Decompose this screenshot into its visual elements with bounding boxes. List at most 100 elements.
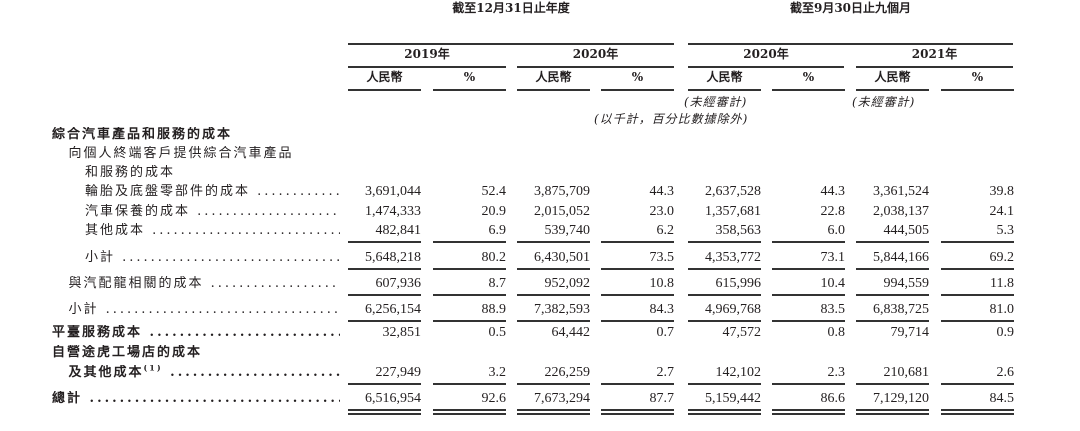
rule: [688, 89, 761, 91]
subtotal-rule: [941, 320, 1014, 322]
amount-cell: 142,102: [715, 365, 762, 380]
leader-dots: ........................................…: [149, 325, 340, 340]
subtotal-rule: [517, 320, 590, 322]
rule: [688, 66, 844, 68]
rmb-column-header: 人民幣: [366, 70, 403, 84]
amount-cell: 607,936: [375, 276, 422, 291]
subtotal-rule: [433, 268, 506, 270]
pct-cell: 0.8: [827, 325, 846, 340]
amount-cell: 615,996: [715, 276, 762, 291]
subtotal-rule: [433, 383, 506, 385]
subtotal-rule: [941, 241, 1014, 243]
amount-cell: 3,361,524: [873, 184, 929, 199]
year-header-2020: 2020年: [572, 47, 619, 61]
rmb-column-header: 人民幣: [535, 70, 572, 84]
pct-cell: 6.0: [827, 223, 846, 238]
subtotal-rule: [688, 383, 761, 385]
pct-column-header: %: [971, 70, 984, 84]
total-double-rule: [601, 409, 674, 411]
amount-cell: 6,838,725: [873, 302, 929, 317]
rule: [688, 43, 1013, 45]
row-label-text: 向個人終端客戶提供綜合汽車產品: [68, 146, 294, 161]
rule: [941, 89, 1014, 91]
subtotal-rule: [348, 268, 421, 270]
pct-cell: 81.0: [989, 302, 1015, 317]
row-label-text: 汽車保養的成本: [85, 204, 191, 219]
year-header-2019: 2019年: [404, 47, 450, 61]
pct-cell: 2.3: [827, 365, 846, 380]
total-double-rule: [348, 413, 421, 415]
amount-cell: 64,442: [551, 325, 591, 340]
total-double-rule: [601, 413, 674, 415]
pct-cell: 11.8: [990, 276, 1014, 291]
amount-cell: 6,256,154: [365, 302, 421, 317]
row-label: 小計 .....................................…: [0, 250, 340, 266]
pct-cell: 44.3: [820, 184, 846, 199]
subtotal-rule: [772, 241, 845, 243]
pct-cell: 44.3: [649, 184, 675, 199]
subtotal-rule: [517, 294, 590, 296]
pct-column-header: %: [463, 70, 476, 84]
subtotal-rule: [601, 268, 674, 270]
subtotal-rule: [601, 241, 674, 243]
leader-dots: ........................................…: [152, 223, 340, 238]
row-label: 汽車保養的成本 ................................…: [0, 204, 340, 220]
amount-cell: 79,714: [890, 325, 930, 340]
pct-cell: 8.7: [488, 276, 507, 291]
unaudited-note: (未經審計): [684, 95, 748, 109]
subtotal-rule: [348, 383, 421, 385]
pct-cell: 84.5: [989, 391, 1015, 406]
total-double-rule: [941, 413, 1014, 415]
rule: [856, 66, 1013, 68]
amount-cell: 482,841: [375, 223, 422, 238]
leader-dots: ........................................…: [170, 365, 340, 380]
rmb-column-header: 人民幣: [706, 70, 743, 84]
group-header-fiscal-year: 截至12月31日止年度: [452, 1, 570, 15]
amount-cell: 7,129,120: [873, 391, 929, 406]
pct-cell: 2.6: [996, 365, 1015, 380]
pct-cell: 52.4: [481, 184, 507, 199]
amount-cell: 32,851: [382, 325, 422, 340]
total-double-rule: [688, 413, 761, 415]
pct-cell: 23.0: [649, 204, 675, 219]
amount-cell: 47,572: [722, 325, 762, 340]
subtotal-rule: [433, 241, 506, 243]
row-label: 向個人終端客戶提供綜合汽車產品: [0, 146, 340, 162]
subtotal-rule: [856, 241, 929, 243]
subtotal-rule: [941, 294, 1014, 296]
pct-cell: 69.2: [989, 250, 1015, 265]
subtotal-rule: [348, 320, 421, 322]
subtotal-rule: [856, 268, 929, 270]
total-double-rule: [688, 409, 761, 411]
pct-cell: 88.9: [481, 302, 507, 317]
subtotal-rule: [517, 383, 590, 385]
unaudited-note: (未經審計): [852, 95, 916, 109]
pct-cell: 84.3: [649, 302, 675, 317]
pct-cell: 22.8: [820, 204, 846, 219]
rmb-column-header: 人民幣: [874, 70, 911, 84]
row-label-text: 其他成本: [85, 223, 146, 238]
rule: [772, 89, 845, 91]
pct-cell: 5.3: [996, 223, 1015, 238]
amount-cell: 226,259: [544, 365, 591, 380]
pct-cell: 10.8: [649, 276, 675, 291]
total-double-rule: [433, 409, 506, 411]
amount-cell: 5,648,218: [365, 250, 421, 265]
pct-cell: 73.1: [820, 250, 846, 265]
pct-cell: 39.8: [989, 184, 1015, 199]
pct-cell: 3.2: [488, 365, 507, 380]
amount-cell: 3,691,044: [365, 184, 421, 199]
row-label-text: 小計: [85, 250, 116, 265]
subtotal-rule: [688, 241, 761, 243]
pct-cell: 86.6: [820, 391, 846, 406]
row-label-text: 與汽配龍相關的成本: [68, 276, 204, 291]
row-label: 總計 .....................................…: [0, 391, 340, 407]
row-label-text: 綜合汽車產品和服務的成本: [52, 127, 233, 142]
amount-cell: 7,382,593: [534, 302, 590, 317]
amount-cell: 1,474,333: [365, 204, 421, 219]
amount-cell: 4,353,772: [705, 250, 761, 265]
subtotal-rule: [772, 320, 845, 322]
pct-cell: 0.5: [488, 325, 507, 340]
subtotal-rule: [348, 241, 421, 243]
total-double-rule: [517, 413, 590, 415]
